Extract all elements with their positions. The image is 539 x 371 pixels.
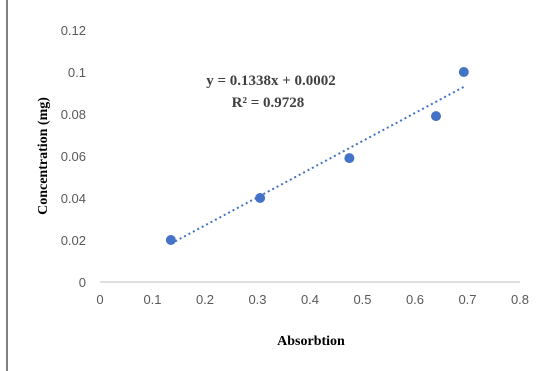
- y-axis-tick-labels: 0 0.02 0.04 0.06 0.08 0.1 0.12: [61, 23, 86, 290]
- data-point: [255, 193, 266, 203]
- data-point: [458, 67, 469, 77]
- x-tick-label: 0.3: [248, 292, 266, 307]
- y-tick-label: 0.08: [61, 107, 86, 122]
- data-point: [431, 111, 441, 122]
- y-axis-title: Concentration (mg): [36, 97, 51, 215]
- r-squared-label: R² = 0.9728: [232, 95, 305, 111]
- trendline-equation: y = 0.1338x + 0.0002: [206, 73, 336, 89]
- y-tick-label: 0.02: [61, 233, 86, 248]
- x-tick-label: 0: [96, 292, 103, 307]
- y-tick-label: 0.12: [61, 23, 86, 38]
- y-tick-label: 0.1: [68, 65, 86, 80]
- data-point: [165, 235, 176, 245]
- x-tick-label: 0.2: [196, 292, 214, 307]
- x-tick-label: 0.6: [406, 292, 424, 307]
- y-tick-label: 0: [79, 275, 86, 290]
- x-tick-label: 0.5: [353, 292, 371, 307]
- x-axis-title: Absorbtion: [277, 334, 345, 349]
- y-tick-label: 0.04: [61, 191, 86, 206]
- y-tick-label: 0.06: [61, 149, 86, 164]
- x-tick-label: 0.8: [511, 292, 529, 307]
- trendline: [170, 85, 465, 245]
- data-points: [165, 67, 469, 245]
- x-tick-label: 0.4: [301, 292, 319, 307]
- data-point: [344, 153, 355, 164]
- x-tick-label: 0.1: [143, 292, 161, 307]
- x-tick-label: 0.7: [458, 292, 476, 307]
- x-axis-tick-labels: 0 0.1 0.2 0.3 0.4 0.5 0.6 0.7 0.8: [96, 292, 529, 307]
